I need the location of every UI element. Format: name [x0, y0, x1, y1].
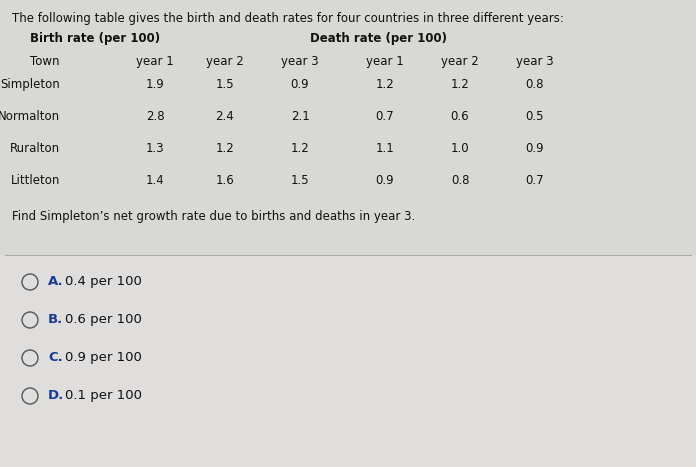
Text: 1.6: 1.6 — [216, 174, 235, 187]
Text: Ruralton: Ruralton — [10, 142, 60, 155]
Text: The following table gives the birth and death rates for four countries in three : The following table gives the birth and … — [12, 12, 564, 25]
Text: 0.4 per 100: 0.4 per 100 — [65, 275, 142, 288]
Text: Death rate (per 100): Death rate (per 100) — [310, 32, 447, 45]
Text: 0.8: 0.8 — [451, 174, 469, 187]
Text: 0.7: 0.7 — [376, 110, 395, 123]
Text: 0.7: 0.7 — [525, 174, 544, 187]
Text: Town: Town — [31, 55, 60, 68]
Text: 0.9: 0.9 — [376, 174, 395, 187]
Text: 1.9: 1.9 — [145, 78, 164, 91]
Text: Normalton: Normalton — [0, 110, 60, 123]
Text: Littleton: Littleton — [10, 174, 60, 187]
Text: 1.2: 1.2 — [450, 78, 469, 91]
Bar — [0, 255, 696, 467]
Text: 0.9: 0.9 — [525, 142, 544, 155]
Text: 0.8: 0.8 — [525, 78, 544, 91]
Text: 0.6 per 100: 0.6 per 100 — [65, 313, 142, 326]
Text: A.: A. — [48, 275, 63, 288]
Text: year 1: year 1 — [136, 55, 174, 68]
Text: 1.5: 1.5 — [216, 78, 235, 91]
Text: 0.9 per 100: 0.9 per 100 — [65, 351, 142, 364]
Text: 1.2: 1.2 — [376, 78, 395, 91]
Text: B.: B. — [48, 313, 63, 326]
Text: 1.0: 1.0 — [451, 142, 469, 155]
Text: C.: C. — [48, 351, 63, 364]
Text: 1.2: 1.2 — [216, 142, 235, 155]
Text: 2.4: 2.4 — [216, 110, 235, 123]
Text: year 1: year 1 — [366, 55, 404, 68]
Text: Find Simpleton’s net growth rate due to births and deaths in year 3.: Find Simpleton’s net growth rate due to … — [12, 210, 416, 223]
Text: Birth rate (per 100): Birth rate (per 100) — [30, 32, 160, 45]
Text: 1.2: 1.2 — [291, 142, 310, 155]
Text: Simpleton: Simpleton — [0, 78, 60, 91]
Text: 0.6: 0.6 — [451, 110, 469, 123]
Text: 1.5: 1.5 — [291, 174, 309, 187]
Text: 2.1: 2.1 — [291, 110, 310, 123]
Text: 0.9: 0.9 — [291, 78, 309, 91]
Text: year 3: year 3 — [281, 55, 319, 68]
Text: 1.3: 1.3 — [145, 142, 164, 155]
Text: 0.5: 0.5 — [525, 110, 544, 123]
Text: 0.1 per 100: 0.1 per 100 — [65, 389, 142, 402]
Text: D.: D. — [48, 389, 64, 402]
Text: 1.4: 1.4 — [145, 174, 164, 187]
Text: 2.8: 2.8 — [145, 110, 164, 123]
Text: year 3: year 3 — [516, 55, 554, 68]
Text: 1.1: 1.1 — [376, 142, 395, 155]
Text: year 2: year 2 — [441, 55, 479, 68]
Text: year 2: year 2 — [206, 55, 244, 68]
